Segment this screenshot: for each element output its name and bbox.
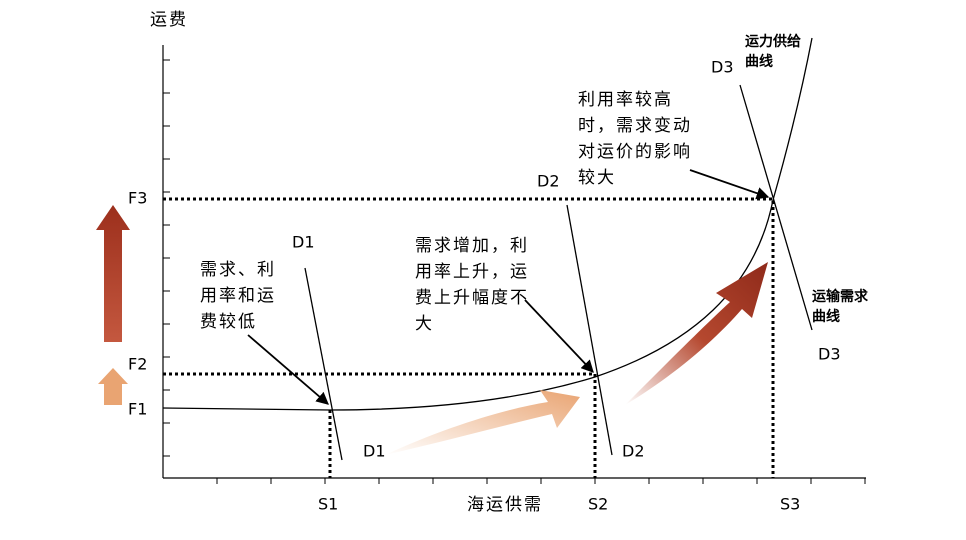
supply-curve (162, 37, 813, 411)
demand-label: D1 (292, 233, 315, 252)
x-axis-label: 海运供需 (467, 495, 543, 515)
annotation: 大 (415, 314, 434, 334)
supply-curve-label: 曲线 (745, 53, 773, 70)
y-axis-label: 运费 (150, 10, 188, 30)
demand-curve-label: 运输需求 (812, 288, 869, 305)
price-label: F3 (128, 189, 147, 208)
supply-label: S3 (780, 495, 800, 514)
demand-curve-label: 曲线 (812, 308, 840, 325)
demand-lines (304, 84, 813, 461)
supply-label: S1 (318, 495, 338, 514)
demand-label: D2 (622, 442, 645, 461)
annotation: 时，需求变动 (578, 116, 692, 136)
demand-label: D1 (363, 442, 386, 461)
annotation: 需求、利 (200, 260, 276, 280)
up-arrow-small (98, 368, 128, 405)
annotation: 利用率较高 (578, 90, 673, 110)
price-label: F2 (128, 355, 147, 374)
up-arrow-large (96, 205, 130, 342)
annotation: 用率上升，运 (415, 262, 529, 282)
annotation: 对运价的影响 (578, 142, 692, 162)
demand-label: D2 (537, 172, 560, 191)
annotation: 较大 (578, 168, 616, 188)
annotation-pointers (247, 169, 770, 405)
shift-arrow-1 (385, 390, 580, 455)
axes (162, 45, 866, 484)
annotation: 用率和运 (200, 286, 276, 306)
annotation: 需求增加，利 (415, 236, 529, 256)
shift-arrow-2 (625, 262, 768, 405)
annotation: 费较低 (200, 312, 257, 332)
supply-label: S2 (588, 495, 608, 514)
price-label: F1 (128, 400, 147, 419)
supply-curve-label: 运力供给 (745, 33, 801, 50)
demand-label: D3 (818, 345, 841, 364)
guide-lines (163, 197, 775, 478)
demand-label: D3 (711, 58, 734, 77)
annotation: 费上升幅度不 (415, 288, 529, 308)
